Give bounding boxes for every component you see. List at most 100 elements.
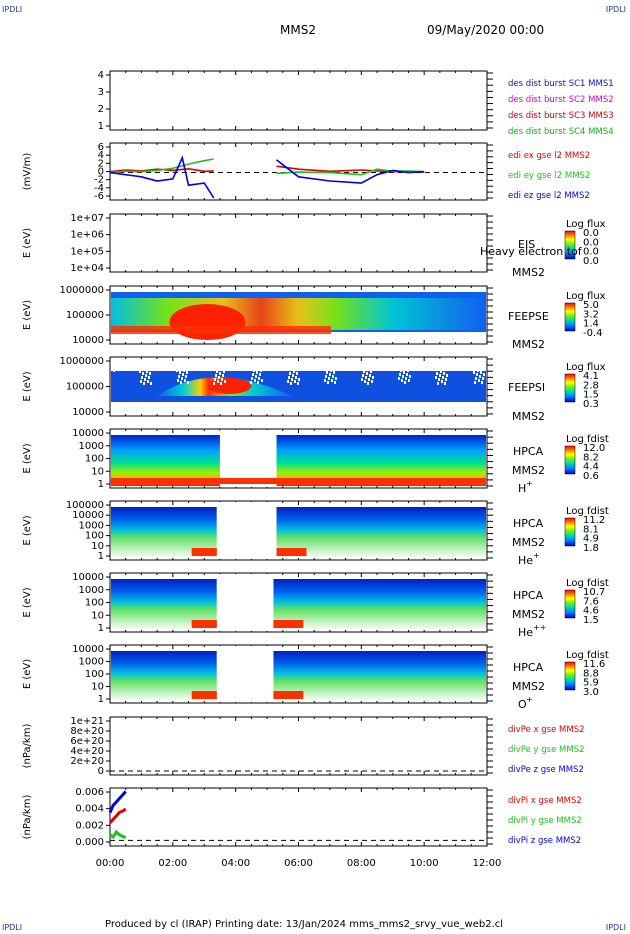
colorbar bbox=[564, 661, 576, 691]
date-title: 09/May/2020 00:00 bbox=[427, 23, 545, 37]
y-tick-label: 1e+04 bbox=[70, 263, 104, 274]
noise-speck bbox=[222, 374, 224, 377]
colorbar-tick-label: 0.6 bbox=[583, 471, 599, 482]
y-tick-label: 10 bbox=[91, 682, 104, 693]
instrument-label: HPCA bbox=[513, 445, 544, 458]
species-label: He bbox=[518, 626, 533, 639]
noise-speck bbox=[327, 381, 329, 384]
y-tick-label: 10 bbox=[91, 610, 104, 621]
corner-label-bottom-left: IPDLI bbox=[2, 923, 23, 932]
low-energy-band bbox=[273, 691, 304, 699]
y-tick-label: 3 bbox=[98, 87, 104, 98]
noise-speck bbox=[400, 369, 402, 372]
noise-speck bbox=[475, 377, 477, 380]
noise-speck bbox=[480, 371, 482, 374]
noise-speck bbox=[287, 380, 289, 383]
y-tick-label: 10000 bbox=[72, 572, 104, 583]
noise-speck bbox=[406, 373, 408, 376]
colorbar bbox=[564, 445, 576, 475]
species-label: O bbox=[518, 698, 527, 711]
noise-speck bbox=[223, 370, 225, 373]
colorbar-label: Log flux bbox=[566, 219, 606, 230]
noise-speck bbox=[483, 373, 485, 376]
noise-speck bbox=[255, 375, 257, 378]
colorbar bbox=[564, 589, 576, 619]
noise-speck bbox=[183, 369, 185, 372]
y-tick-label: 10 bbox=[91, 541, 104, 552]
y-tick-label: 100 bbox=[85, 531, 104, 542]
species-label: He bbox=[518, 554, 533, 567]
y-tick-label: 4 bbox=[98, 70, 104, 81]
noise-speck bbox=[221, 378, 223, 381]
y-tick-label: 1 bbox=[98, 623, 104, 634]
noise-speck bbox=[289, 372, 291, 375]
colorbar-label: Log flux bbox=[566, 362, 606, 373]
noise-speck bbox=[297, 382, 299, 385]
y-tick-label: 8e+20 bbox=[70, 726, 104, 737]
noise-speck bbox=[182, 373, 184, 376]
footer-credit: Produced by cl (IRAP) Printing date: 13/… bbox=[105, 919, 504, 930]
noise-speck bbox=[213, 382, 215, 385]
legend-entry: des dist burst SC1 MMS1 bbox=[508, 79, 614, 89]
noise-speck bbox=[478, 379, 480, 382]
low-energy-band bbox=[111, 478, 486, 484]
y-axis-label: E (eV) bbox=[22, 587, 33, 617]
noise-speck bbox=[250, 381, 252, 384]
noise-speck bbox=[186, 371, 188, 374]
noise-speck bbox=[401, 379, 403, 382]
noise-speck bbox=[482, 377, 484, 380]
x-tick-label: 12:00 bbox=[473, 858, 502, 869]
noise-speck bbox=[363, 370, 365, 373]
noise-speck bbox=[179, 371, 181, 374]
y-axis-label: E (eV) bbox=[22, 515, 33, 545]
y-tick-label: 4e+20 bbox=[70, 746, 104, 757]
noise-speck bbox=[437, 382, 439, 385]
y-tick-label: 0.006 bbox=[75, 787, 104, 798]
colorbar-tick-label: 2.8 bbox=[583, 380, 599, 391]
y-tick-label: -4 bbox=[94, 183, 104, 194]
low-energy-band bbox=[276, 548, 307, 556]
panel-frame bbox=[109, 213, 488, 273]
data-gap bbox=[219, 430, 277, 487]
instrument-label: EIS bbox=[518, 238, 535, 251]
corner-label-bottom-right: IPDLI bbox=[605, 923, 626, 932]
instrument-label: HPCA bbox=[513, 517, 544, 530]
y-tick-label: 0.002 bbox=[75, 820, 104, 831]
species-charge-label: ++ bbox=[533, 623, 546, 632]
noise-speck bbox=[295, 376, 297, 379]
y-tick-label: 0.000 bbox=[75, 837, 104, 848]
legend-entry: divPi x gse MMS2 bbox=[508, 796, 582, 806]
legend-entry: divPi z gse MMS2 bbox=[508, 836, 581, 846]
low-energy-band bbox=[191, 691, 217, 699]
y-tick-label: 10000 bbox=[72, 428, 104, 439]
y-tick-label: 10000 bbox=[72, 407, 104, 418]
noise-speck bbox=[442, 376, 444, 379]
y-tick-label: 1000000 bbox=[59, 356, 104, 367]
x-tick-label: 08:00 bbox=[347, 858, 376, 869]
noise-speck bbox=[294, 380, 296, 383]
noise-speck bbox=[139, 370, 141, 373]
noise-speck bbox=[439, 374, 441, 377]
noise-speck bbox=[438, 378, 440, 381]
species-charge-label: + bbox=[526, 695, 533, 704]
noise-speck bbox=[184, 379, 186, 382]
series-line bbox=[109, 158, 214, 174]
noise-speck bbox=[142, 372, 144, 375]
spectrogram-block bbox=[273, 651, 486, 701]
noise-speck bbox=[440, 370, 442, 373]
y-tick-label: 1000 bbox=[79, 441, 104, 452]
series-line bbox=[276, 168, 425, 176]
instrument-label: FEEPSE bbox=[508, 310, 549, 323]
y-tick-label: 1 bbox=[98, 694, 104, 705]
y-tick-label: 100000 bbox=[66, 310, 104, 321]
colorbar-tick-label: 8.2 bbox=[583, 452, 599, 463]
noise-speck bbox=[477, 369, 479, 372]
spacecraft-label: MMS2 bbox=[512, 266, 545, 279]
colorbar-tick-label: 1.5 bbox=[583, 390, 599, 401]
noise-speck bbox=[252, 373, 254, 376]
colorbar-tick-label: 1.4 bbox=[583, 319, 599, 330]
x-tick-label: 10:00 bbox=[410, 858, 439, 869]
series-line bbox=[109, 829, 127, 839]
species-charge-label: + bbox=[526, 479, 533, 488]
y-tick-label: 1000 bbox=[79, 520, 104, 531]
